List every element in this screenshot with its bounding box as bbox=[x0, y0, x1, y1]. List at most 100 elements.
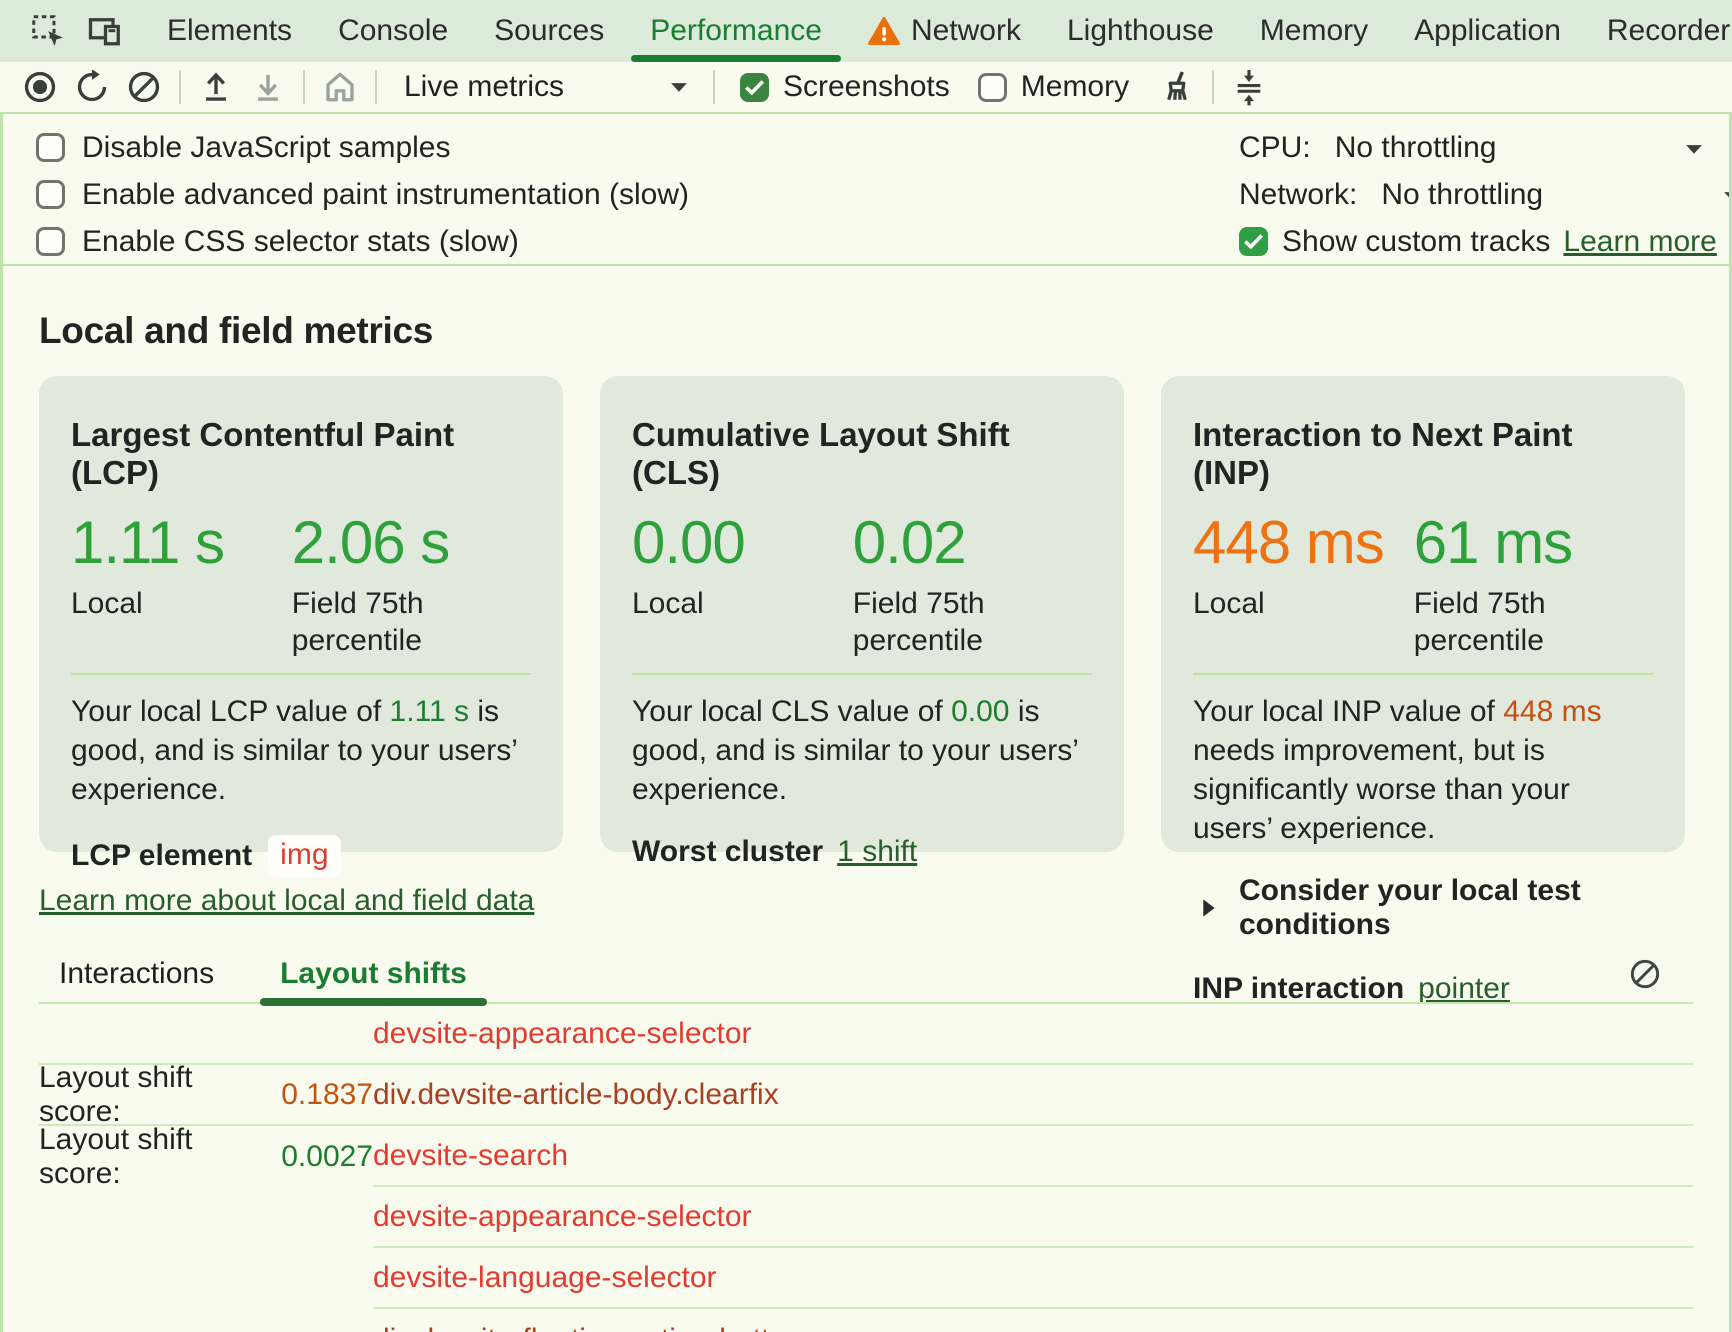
metrics-heading: Local and field metrics bbox=[39, 310, 1693, 352]
checkbox-checked-icon bbox=[740, 73, 769, 102]
worst-cluster-label: Worst cluster bbox=[632, 835, 823, 869]
inp-local-value: 448 ms bbox=[1193, 508, 1414, 577]
warning-icon bbox=[868, 16, 900, 46]
log-row[interactable]: devsite-appearance-selector bbox=[39, 1004, 1693, 1065]
card-divider bbox=[71, 673, 531, 675]
cls-card: Cumulative Layout Shift (CLS) 0.00 Local… bbox=[600, 376, 1124, 852]
clear-icon[interactable] bbox=[118, 64, 170, 110]
collect-garbage-icon[interactable] bbox=[1151, 64, 1203, 110]
inp-field-value: 61 ms bbox=[1414, 508, 1635, 577]
shift-element-link[interactable]: div.devsite-article-body.clearfix bbox=[373, 1078, 779, 1112]
cls-description: Your local CLS value of 0.00 is good, an… bbox=[632, 692, 1092, 809]
record-button[interactable] bbox=[14, 64, 66, 110]
card-title: Cumulative Layout Shift (CLS) bbox=[632, 416, 1092, 492]
lcp-element-chip[interactable]: img bbox=[268, 835, 340, 877]
log-tab-strip: Interactions Layout shifts bbox=[39, 946, 1693, 1004]
tab-sources[interactable]: Sources bbox=[471, 0, 627, 62]
load-profile-icon[interactable] bbox=[190, 64, 242, 110]
toolbar-separator bbox=[713, 70, 715, 104]
lcp-description: Your local LCP value of 1.11 s is good, … bbox=[71, 692, 531, 809]
local-label: Local bbox=[71, 585, 241, 622]
checkbox-unchecked-icon bbox=[978, 73, 1007, 102]
local-label: Local bbox=[632, 585, 802, 622]
cls-local-value: 0.00 bbox=[632, 508, 853, 577]
cls-field-value: 0.02 bbox=[853, 508, 1074, 577]
layout-shift-score: 0.0027 bbox=[281, 1140, 373, 1174]
device-toolbar-icon[interactable] bbox=[76, 0, 132, 62]
clear-log-icon[interactable] bbox=[1629, 958, 1661, 990]
log-row[interactable]: Layout shift score:0.1837 div.devsite-ar… bbox=[39, 1065, 1693, 1126]
checkbox-unchecked-icon bbox=[36, 227, 65, 256]
toolbar-separator bbox=[303, 70, 305, 104]
layout-shifts-log: devsite-appearance-selector Layout shift… bbox=[39, 1004, 1693, 1332]
card-divider bbox=[632, 673, 1092, 675]
tab-recorder[interactable]: Recorder bbox=[1584, 0, 1732, 62]
save-profile-icon[interactable] bbox=[242, 64, 294, 110]
toolbar-separator bbox=[1212, 70, 1214, 104]
network-throttling-select[interactable]: Network: No throttling bbox=[1239, 171, 1732, 218]
tab-memory[interactable]: Memory bbox=[1237, 0, 1391, 62]
performance-toolbar: Live metrics Screenshots Memory bbox=[0, 62, 1732, 114]
toolbar-separator bbox=[375, 70, 377, 104]
tab-performance[interactable]: Performance bbox=[627, 0, 845, 62]
log-row[interactable]: div.devsite-floating-action-buttons bbox=[39, 1309, 1693, 1332]
tab-lighthouse[interactable]: Lighthouse bbox=[1044, 0, 1237, 62]
tab-elements[interactable]: Elements bbox=[144, 0, 315, 62]
log-row[interactable]: devsite-language-selector bbox=[39, 1248, 1693, 1309]
shift-element-link[interactable]: devsite-appearance-selector bbox=[373, 1200, 752, 1234]
lcp-value-highlight: 1.11 s bbox=[390, 695, 470, 728]
screenshots-checkbox[interactable]: Screenshots bbox=[740, 70, 950, 104]
field-label: Field 75th percentile bbox=[292, 585, 462, 659]
capture-options: Disable JavaScript samples Enable advanc… bbox=[3, 114, 1729, 266]
card-title: Interaction to Next Paint (INP) bbox=[1193, 416, 1653, 492]
inp-card: Interaction to Next Paint (INP) 448 ms L… bbox=[1161, 376, 1685, 852]
cls-value-highlight: 0.00 bbox=[951, 695, 1009, 728]
memory-checkbox[interactable]: Memory bbox=[978, 70, 1129, 104]
learn-more-field-data-link[interactable]: Learn more about local and field data bbox=[39, 884, 534, 918]
chevron-down-icon bbox=[1721, 188, 1732, 204]
metric-cards: Largest Contentful Paint (LCP) 1.11 s Lo… bbox=[39, 376, 1693, 852]
log-row[interactable]: Layout shift score:0.0027 devsite-search bbox=[39, 1126, 1693, 1187]
home-icon[interactable] bbox=[314, 64, 366, 110]
chevron-down-icon bbox=[1683, 141, 1705, 157]
checkbox-unchecked-icon bbox=[36, 133, 65, 162]
tab-network[interactable]: Network bbox=[845, 0, 1044, 62]
cpu-throttling-select[interactable]: CPU: No throttling bbox=[1239, 124, 1732, 171]
local-label: Local bbox=[1193, 585, 1363, 622]
worst-cluster-link[interactable]: 1 shift bbox=[837, 835, 917, 869]
shift-element-link[interactable]: div.devsite-floating-action-buttons bbox=[373, 1323, 818, 1332]
inp-value-highlight: 448 ms bbox=[1503, 695, 1601, 728]
show-custom-tracks-checkbox[interactable]: Show custom tracks Learn more bbox=[1239, 218, 1732, 265]
lcp-local-value: 1.11 s bbox=[71, 508, 292, 577]
tab-layout-shifts[interactable]: Layout shifts bbox=[260, 946, 487, 1002]
inspect-element-icon[interactable] bbox=[20, 0, 76, 62]
checkbox-unchecked-icon bbox=[36, 180, 65, 209]
local-test-conditions-disclosure[interactable]: Consider your local test conditions bbox=[1193, 874, 1653, 942]
toolbar-separator bbox=[179, 70, 181, 104]
chevron-down-icon bbox=[668, 79, 690, 95]
layout-shift-score: 0.1837 bbox=[281, 1078, 373, 1112]
performance-panel-body: Disable JavaScript samples Enable advanc… bbox=[0, 114, 1732, 1332]
lcp-element-label: LCP element bbox=[71, 839, 252, 873]
live-metrics-view: Local and field metrics Largest Contentf… bbox=[3, 310, 1729, 1332]
shift-element-link[interactable]: devsite-language-selector bbox=[373, 1261, 717, 1295]
card-title: Largest Contentful Paint (LCP) bbox=[71, 416, 531, 492]
field-label: Field 75th percentile bbox=[1414, 585, 1584, 659]
lcp-field-value: 2.06 s bbox=[292, 508, 513, 577]
inp-description: Your local INP value of 448 ms needs imp… bbox=[1193, 692, 1653, 848]
shift-element-link[interactable]: devsite-search bbox=[373, 1139, 568, 1173]
collapse-icon[interactable] bbox=[1223, 64, 1275, 110]
field-label: Field 75th percentile bbox=[853, 585, 1023, 659]
lcp-card: Largest Contentful Paint (LCP) 1.11 s Lo… bbox=[39, 376, 563, 852]
panel-mode-select[interactable]: Live metrics bbox=[386, 70, 704, 104]
tab-console[interactable]: Console bbox=[315, 0, 471, 62]
learn-more-link[interactable]: Learn more bbox=[1563, 225, 1716, 259]
devtools-tabbar: Elements Console Sources Performance Net… bbox=[0, 0, 1732, 62]
card-divider bbox=[1193, 673, 1653, 675]
shift-element-link[interactable]: devsite-appearance-selector bbox=[373, 1017, 752, 1051]
log-row[interactable]: devsite-appearance-selector bbox=[39, 1187, 1693, 1248]
tab-application[interactable]: Application bbox=[1391, 0, 1584, 62]
record-and-reload-icon[interactable] bbox=[66, 64, 118, 110]
checkbox-checked-icon bbox=[1239, 227, 1268, 256]
tab-interactions[interactable]: Interactions bbox=[39, 946, 234, 1002]
